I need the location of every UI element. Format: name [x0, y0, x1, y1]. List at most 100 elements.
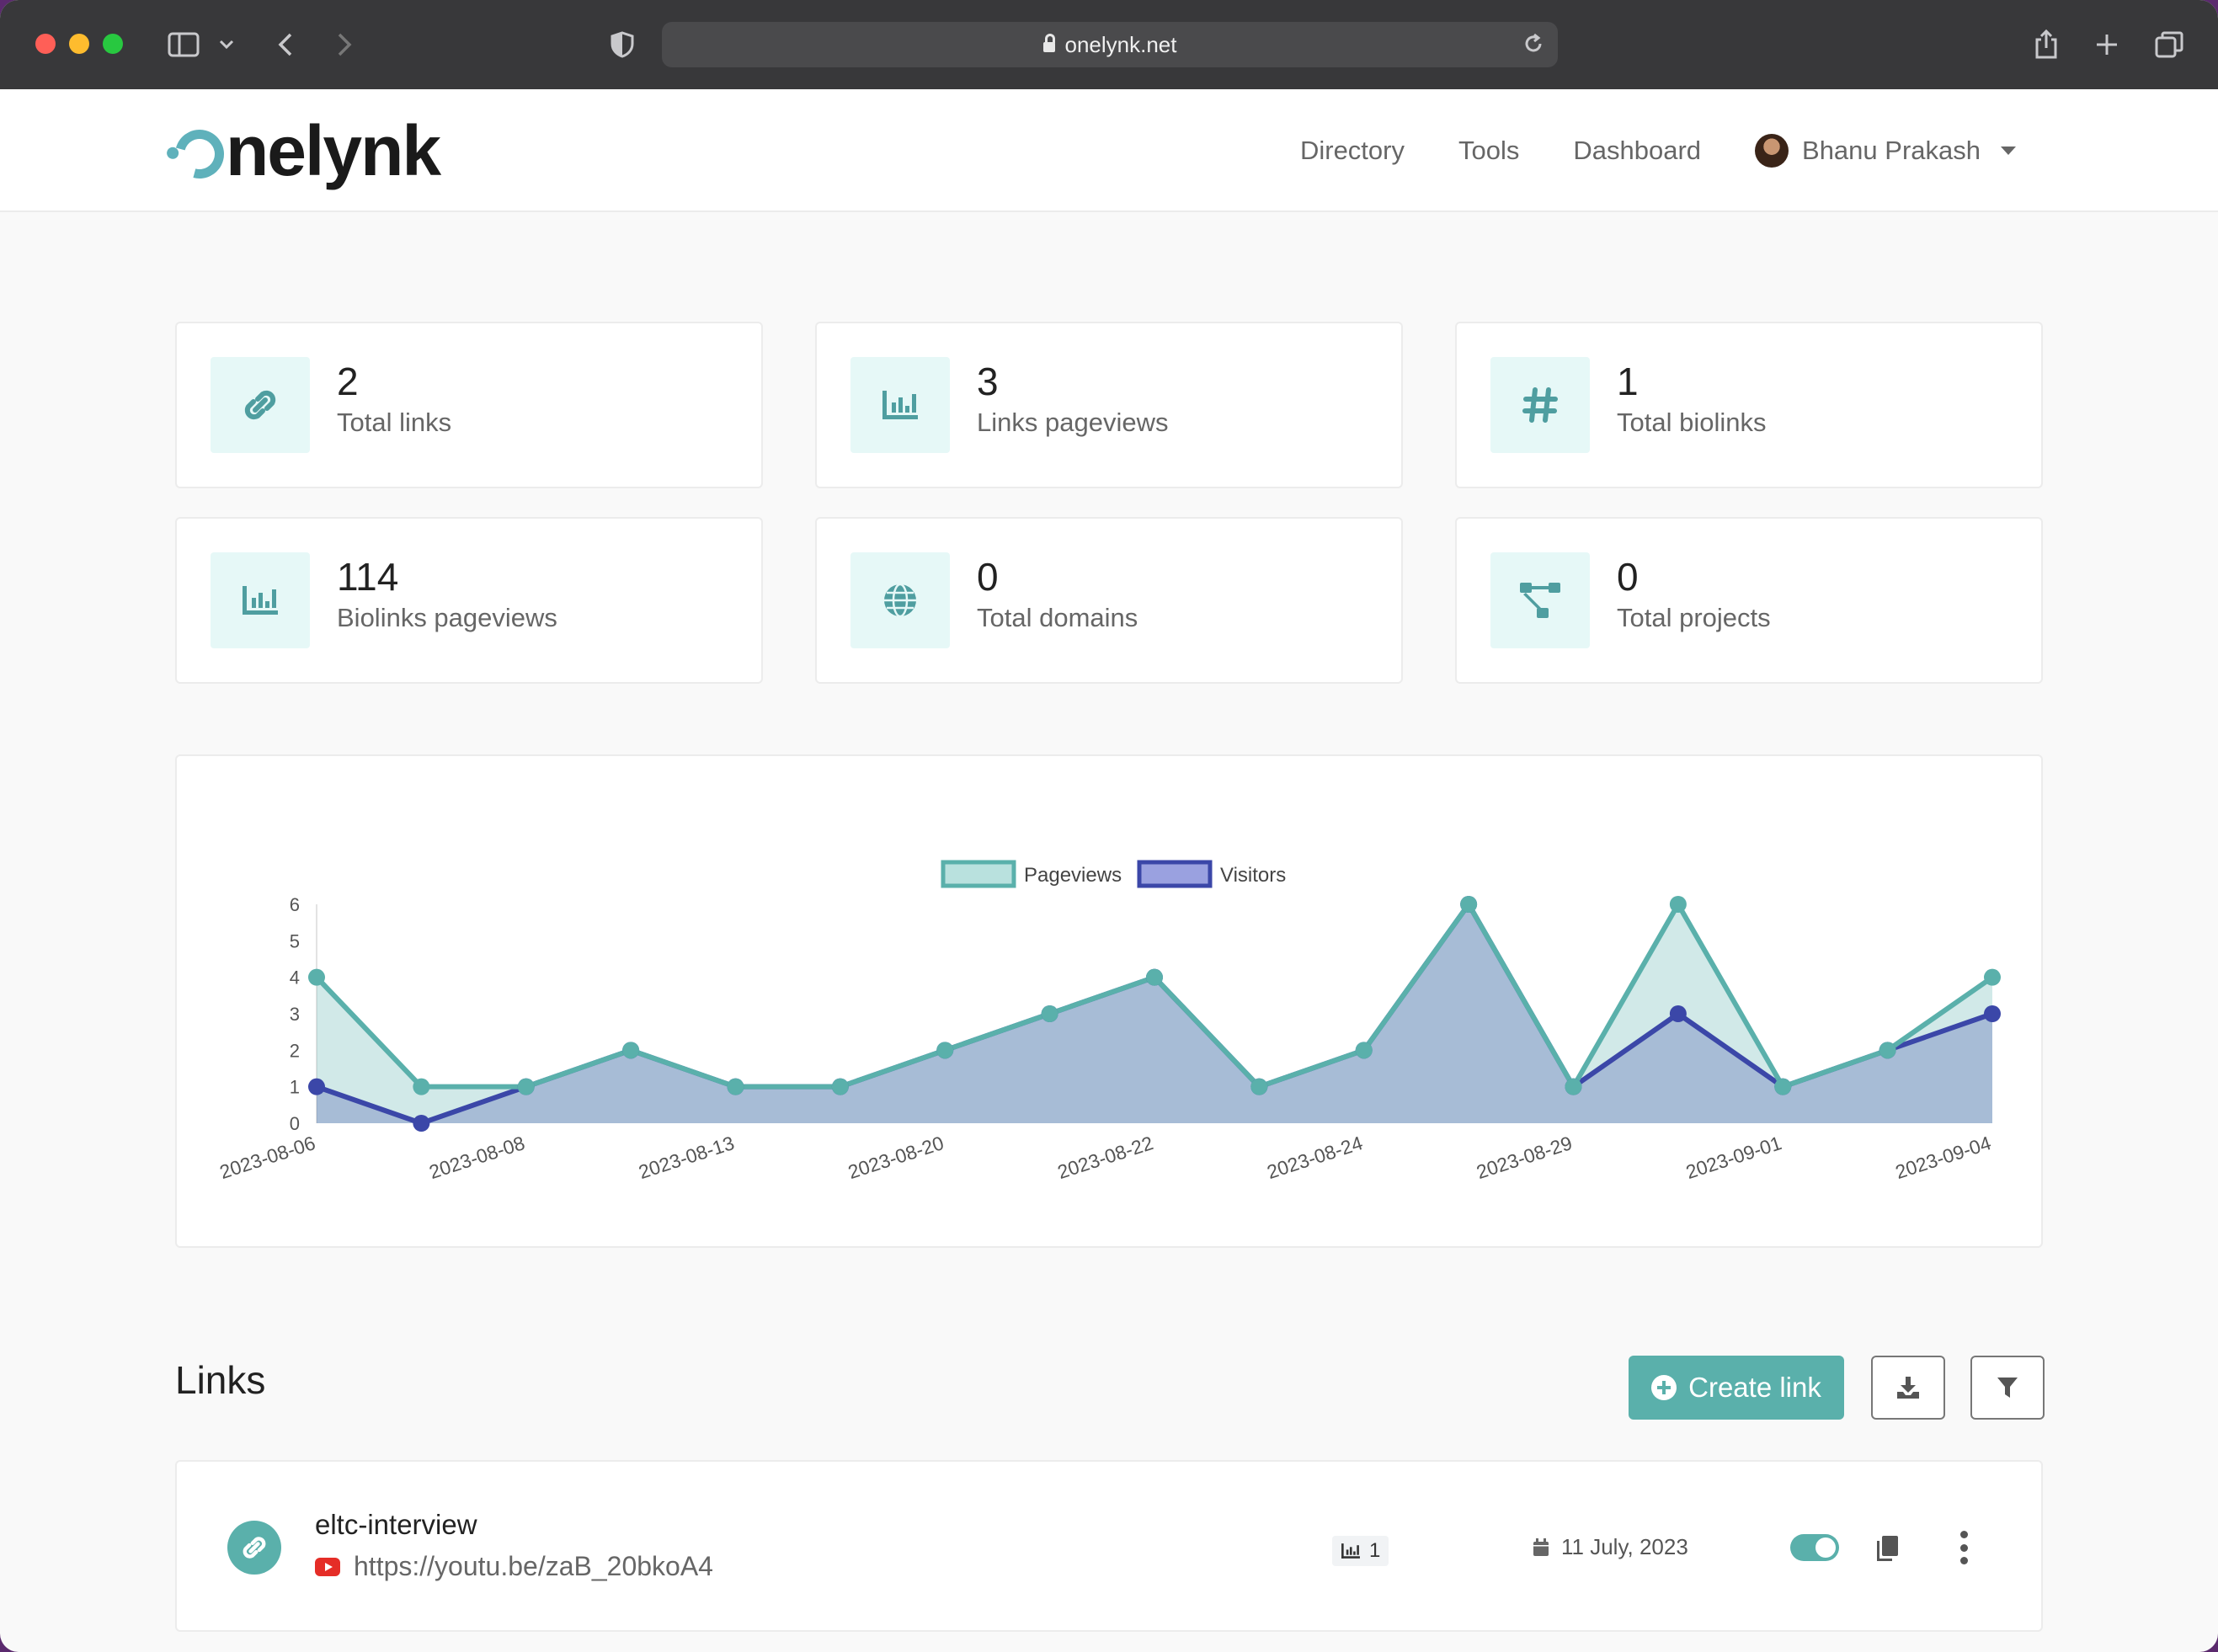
link-date-text: 11 July, 2023 — [1561, 1534, 1688, 1559]
x-tick-label: 2023-09-01 — [1683, 1132, 1784, 1183]
series-area-visitors — [317, 904, 1992, 1123]
stat-card-total-biolinks[interactable]: 1 Total biolinks — [1455, 322, 2043, 488]
create-link-button[interactable]: Create link — [1629, 1356, 1844, 1420]
data-point-pageviews — [308, 968, 325, 986]
stat-card-biolinks-pageviews[interactable]: 114 Biolinks pageviews — [175, 517, 763, 684]
bar-chart-icon — [211, 552, 310, 648]
shield-icon[interactable] — [606, 24, 638, 66]
data-point-pageviews — [1355, 1042, 1373, 1059]
link-status-toggle[interactable] — [1790, 1534, 1839, 1561]
stat-value: 0 — [977, 555, 999, 599]
avatar — [1755, 134, 1789, 168]
download-icon — [1897, 1377, 1919, 1399]
sidebar-toggle-icon[interactable] — [165, 24, 202, 66]
stat-card-total-links[interactable]: 2 Total links — [175, 322, 763, 488]
address-bar[interactable]: onelynk.net — [662, 22, 1558, 67]
links-heading: Links — [175, 1358, 266, 1402]
chevron-down-icon[interactable] — [216, 24, 237, 66]
x-tick-label: 2023-08-20 — [845, 1132, 946, 1183]
stat-value: 3 — [977, 360, 999, 403]
copy-icon[interactable] — [1874, 1534, 1901, 1563]
user-menu[interactable]: Bhanu Prakash — [1755, 134, 2016, 168]
link-url-text: https://youtu.be/zaB_20bkoA4 — [354, 1551, 713, 1581]
data-point-pageviews — [936, 1042, 954, 1059]
caret-down-icon — [2001, 147, 2016, 155]
forward-icon[interactable] — [330, 24, 359, 66]
y-tick-label: 1 — [290, 1077, 300, 1098]
series-area-pageviews — [317, 904, 1992, 1123]
lock-icon — [1042, 34, 1055, 52]
maximize-window-button[interactable] — [103, 34, 123, 54]
legend-swatch — [941, 860, 1016, 888]
data-point-pageviews — [1879, 1042, 1896, 1059]
stat-card-total-domains[interactable]: 0 Total domains — [815, 517, 1403, 684]
data-point-visitors — [1984, 1005, 2001, 1022]
bar-chart-icon — [1341, 1543, 1360, 1559]
x-tick-label: 2023-08-08 — [426, 1132, 527, 1183]
stat-label: Total biolinks — [1617, 408, 1767, 437]
x-tick-label: 2023-08-29 — [1474, 1132, 1575, 1183]
y-tick-label: 6 — [290, 894, 300, 915]
link-url[interactable]: https://youtu.be/zaB_20bkoA4 — [315, 1551, 713, 1582]
bar-chart-icon — [850, 357, 950, 453]
plus-circle-icon — [1651, 1375, 1677, 1400]
data-point-pageviews — [1669, 896, 1687, 913]
clicks-badge[interactable]: 1 — [1332, 1536, 1389, 1566]
export-button[interactable] — [1871, 1356, 1945, 1420]
stat-card-links-pageviews[interactable]: 3 Links pageviews — [815, 322, 1403, 488]
data-point-pageviews — [1146, 968, 1163, 986]
close-window-button[interactable] — [35, 34, 56, 54]
logo-mark-icon — [166, 120, 233, 188]
more-options-icon[interactable] — [1959, 1531, 1969, 1564]
data-point-pageviews — [517, 1078, 535, 1095]
hashtag-icon — [1490, 357, 1590, 453]
nav-dashboard[interactable]: Dashboard — [1573, 136, 1702, 165]
y-tick-label: 5 — [290, 930, 300, 951]
create-link-label: Create link — [1688, 1372, 1821, 1403]
back-icon[interactable] — [271, 24, 300, 66]
globe-icon — [850, 552, 950, 648]
stat-value: 2 — [337, 360, 359, 403]
stat-card-total-projects[interactable]: 0 Total projects — [1455, 517, 2043, 684]
tab-overview-icon[interactable] — [2152, 24, 2186, 66]
x-tick-label: 2023-08-06 — [217, 1132, 318, 1183]
link-name[interactable]: eltc-interview — [315, 1509, 477, 1540]
url-text: onelynk.net — [1064, 31, 1177, 57]
data-point-pageviews — [1984, 968, 2001, 986]
legend-label: Pageviews — [1024, 864, 1122, 887]
data-point-pageviews — [413, 1078, 430, 1095]
main-nav: Directory Tools Dashboard Bhanu Prakash — [1300, 89, 2016, 212]
stat-label: Total domains — [977, 603, 1138, 632]
logo-text: nelynk — [226, 110, 441, 190]
clicks-count: 1 — [1369, 1539, 1381, 1562]
data-point-pageviews — [1460, 896, 1478, 913]
data-point-pageviews — [1565, 1078, 1582, 1095]
stat-value: 1 — [1617, 360, 1639, 403]
link-icon — [227, 1521, 281, 1575]
link-icon — [211, 357, 310, 453]
share-icon[interactable] — [2029, 24, 2063, 66]
minimize-window-button[interactable] — [69, 34, 89, 54]
user-name: Bhanu Prakash — [1802, 136, 1981, 165]
list-item[interactable]: eltc-interview https://youtu.be/zaB_20bk… — [175, 1460, 2043, 1632]
data-point-visitors — [1669, 1005, 1687, 1022]
project-diagram-icon — [1490, 552, 1590, 648]
y-tick-label: 2 — [290, 1040, 300, 1061]
x-tick-label: 2023-08-22 — [1055, 1132, 1156, 1183]
data-point-pageviews — [622, 1042, 640, 1059]
stat-label: Total projects — [1617, 603, 1771, 632]
traffic-chart: 0 1 2 3 4 5 6 2023-08-06 2023-08-08 2023-08-13 202… — [175, 754, 2043, 1248]
new-tab-icon[interactable] — [2092, 24, 2122, 66]
stat-value: 114 — [337, 555, 399, 599]
data-point-pageviews — [727, 1078, 744, 1095]
nav-directory[interactable]: Directory — [1299, 136, 1405, 165]
stat-value: 0 — [1617, 555, 1639, 599]
nav-tools[interactable]: Tools — [1458, 136, 1520, 165]
x-tick-label: 2023-08-13 — [636, 1132, 737, 1183]
y-tick-label: 3 — [290, 1004, 300, 1025]
calendar-icon — [1533, 1537, 1549, 1556]
reload-icon[interactable] — [1522, 33, 1544, 61]
filter-button[interactable] — [1970, 1356, 2045, 1420]
onelynk-logo[interactable]: nelynk — [166, 110, 441, 190]
youtube-icon — [315, 1557, 340, 1576]
